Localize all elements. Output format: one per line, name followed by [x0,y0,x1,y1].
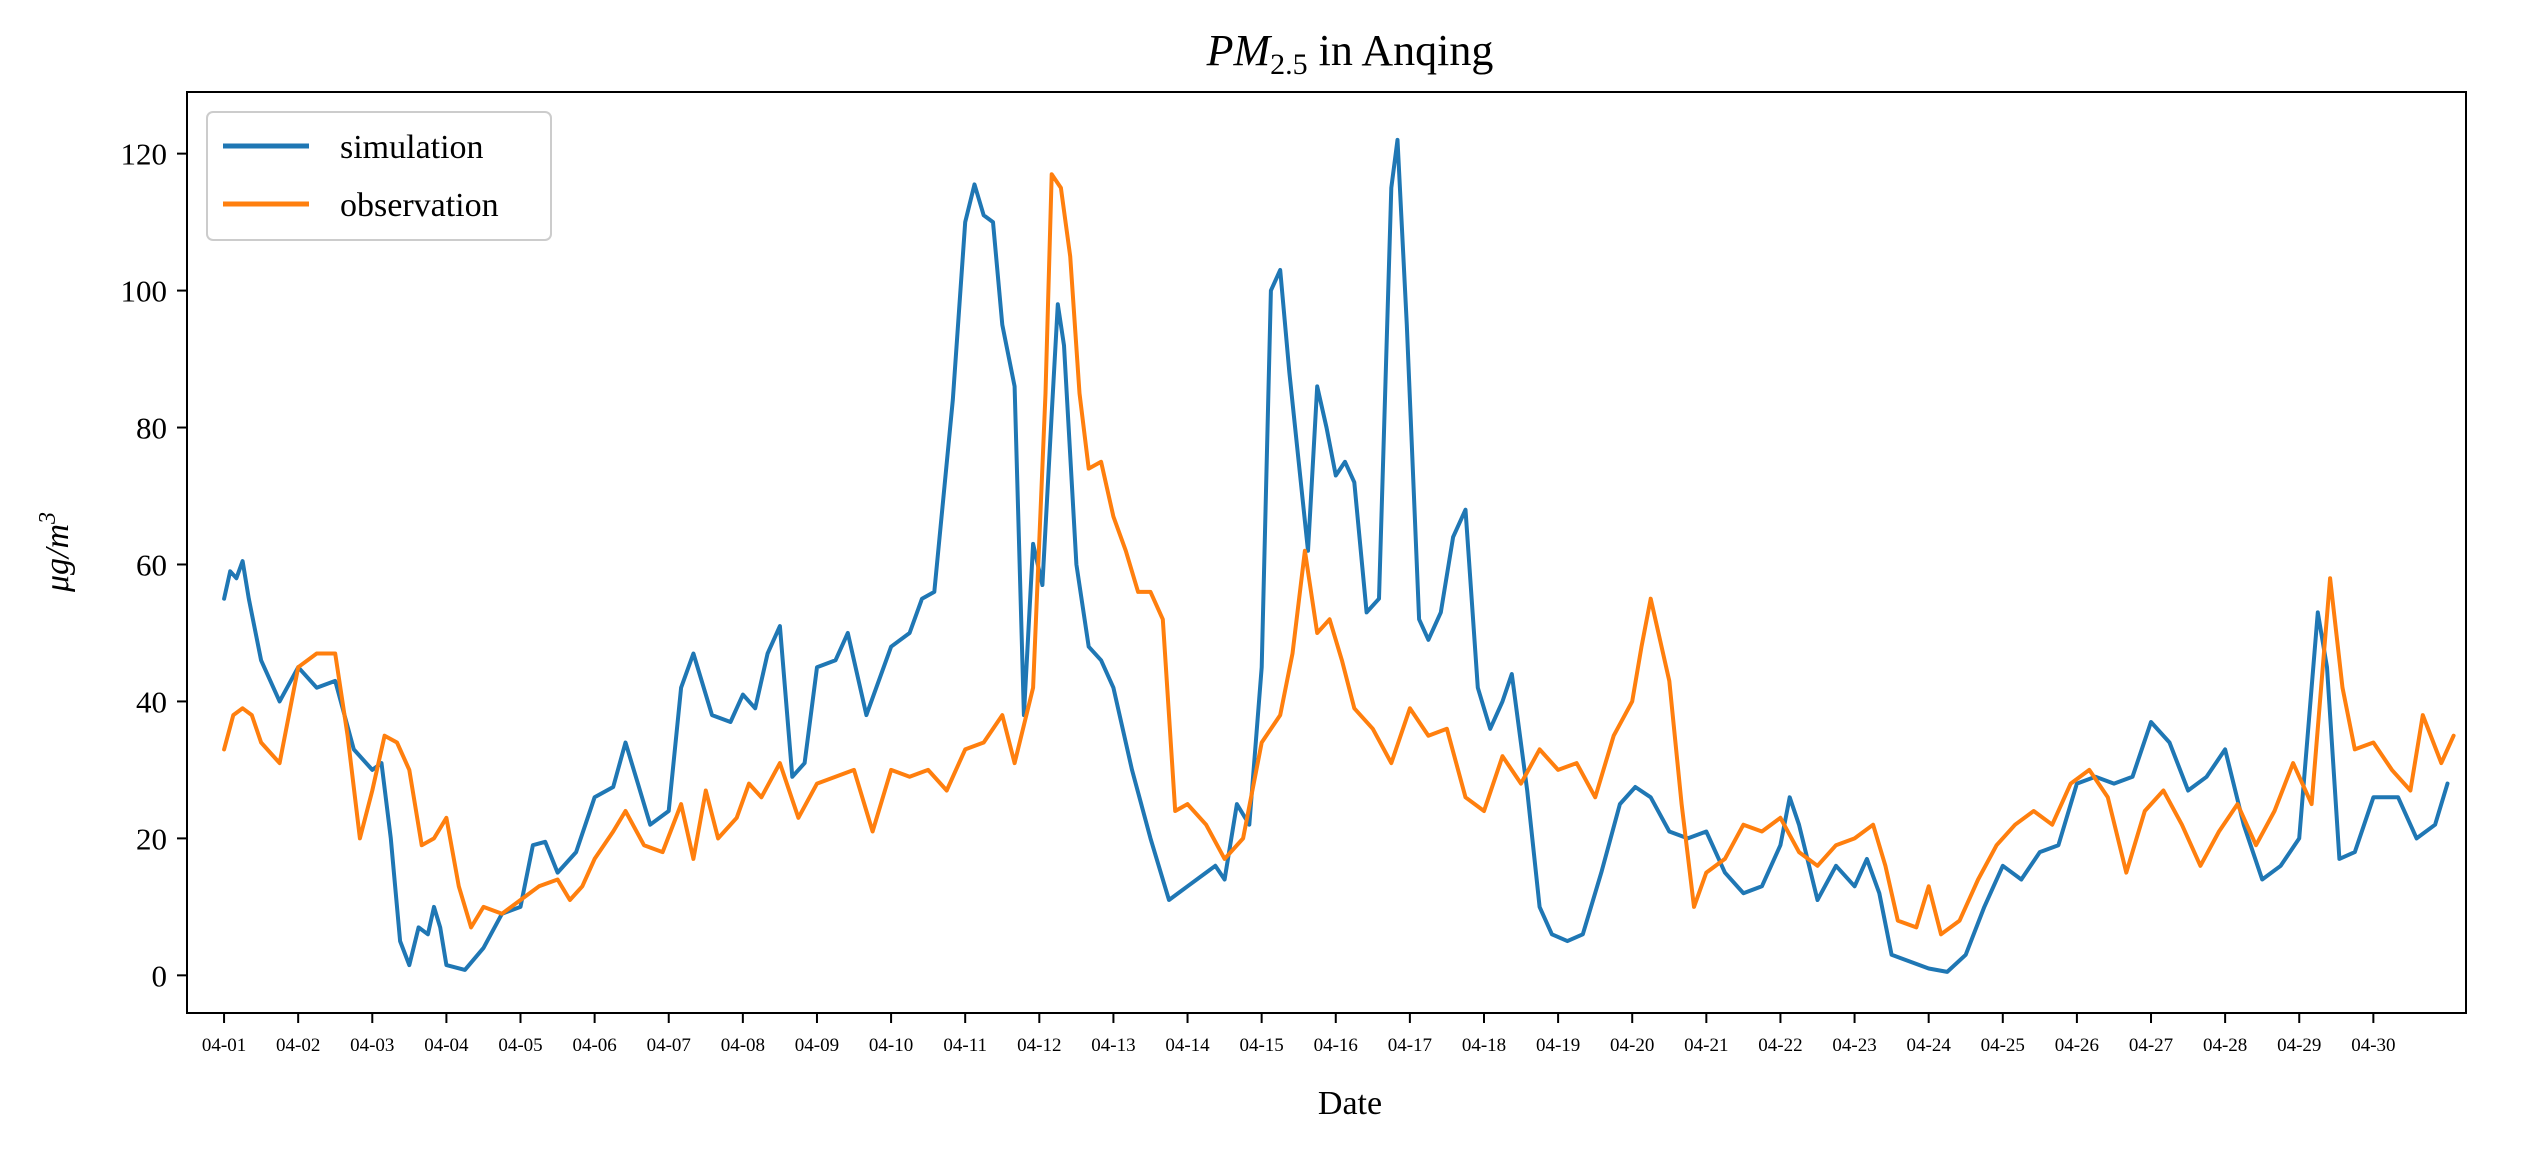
x-tick-label: 04-24 [1907,1035,1952,1056]
y-tick-label: 40 [136,684,167,719]
x-axis-label: Date [1318,1085,1382,1122]
x-tick-label: 04-15 [1239,1035,1283,1056]
x-tick-label: 04-08 [721,1035,765,1056]
x-tick-label: 04-17 [1388,1035,1432,1056]
chart-title: PM2.5 in Anqing [1206,26,1494,81]
chart-title-prefix: PM [1206,26,1273,75]
legend-label-observation: observation [340,187,499,224]
legend: simulation observation [206,111,552,241]
y-axis-label: μg/m3 [35,512,76,593]
x-tick-label: 04-25 [1981,1035,2025,1056]
legend-label-simulation: simulation [340,129,484,166]
plot-area-frame [186,91,2467,1014]
chart-title-subscript: 2.5 [1270,48,1308,81]
y-tick-label: 120 [121,137,168,172]
y-tick-label: 60 [136,547,167,582]
y-tick-label: 80 [136,411,167,446]
x-tick-label: 04-09 [795,1035,839,1056]
x-tick-label: 04-14 [1165,1035,1210,1056]
series-layer [222,137,2456,974]
y-tick-label: 20 [136,821,167,856]
x-tick-label: 04-01 [202,1035,246,1056]
x-tick-label: 04-21 [1684,1035,1728,1056]
x-tick-label: 04-30 [2351,1035,2395,1056]
x-tick-label: 04-07 [647,1035,691,1056]
y-axis-label-superscript: 3 [35,512,61,525]
series-line-observation [222,172,2456,937]
x-tick-label: 04-05 [498,1035,542,1056]
y-tick-label: 0 [152,958,168,993]
x-tick-label: 04-28 [2203,1035,2247,1056]
x-tick-label: 04-22 [1758,1035,1802,1056]
x-tick-label: 04-20 [1610,1035,1654,1056]
x-tick-label: 04-13 [1091,1035,1135,1056]
x-tick-label: 04-16 [1314,1035,1358,1056]
x-tick-label: 04-10 [869,1035,913,1056]
x-tick-label: 04-06 [572,1035,616,1056]
x-tick-label: 04-04 [424,1035,469,1056]
chart-title-suffix: in Anqing [1308,26,1494,75]
y-tick-label: 100 [121,274,168,309]
x-tick-label: 04-29 [2277,1035,2321,1056]
x-tick-label: 04-23 [1832,1035,1876,1056]
x-tick-label: 04-19 [1536,1035,1580,1056]
x-tick-label: 04-12 [1017,1035,1061,1056]
x-tick-label: 04-18 [1462,1035,1506,1056]
x-tick-label: 04-26 [2055,1035,2099,1056]
x-tick-label: 04-11 [943,1035,987,1056]
y-axis-ticks: 0 20 40 60 80 100 120 [121,137,187,993]
x-tick-label: 04-27 [2129,1035,2173,1056]
x-tick-label: 04-02 [276,1035,320,1056]
x-tick-label: 04-03 [350,1035,394,1056]
y-axis-label-unit: μg/m [39,524,76,593]
series-line-simulation [222,137,2450,974]
x-axis-ticks: 04-01 04-02 04-03 04-04 04-05 04-06 04-07 04-08… [202,1013,2396,1056]
